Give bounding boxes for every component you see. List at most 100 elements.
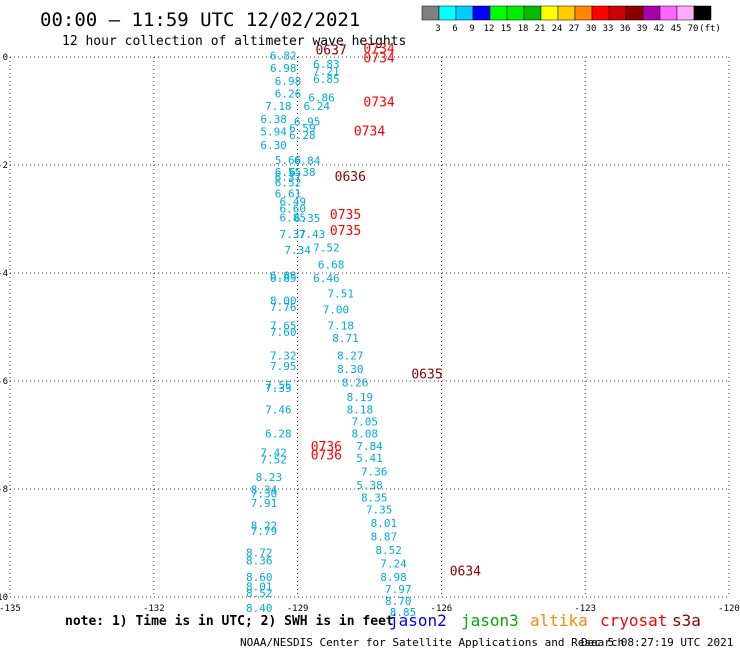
- swh-point: 6.98: [275, 75, 302, 88]
- time-label: 0634: [450, 564, 481, 579]
- swh-point: 6.86: [308, 91, 335, 104]
- colorbar: 3 6 9 12 15 18 21 24 27 30 33 36 39 42 45 70 (ft): [421, 5, 721, 34]
- legend-entry: jason3: [461, 611, 519, 630]
- colorbar-swatch: [506, 5, 525, 21]
- colorbar-label: 36: [620, 24, 631, 34]
- swh-point: 6.35: [294, 212, 321, 225]
- swh-point: 6.84: [294, 154, 321, 167]
- y-tick-label: -2: [0, 161, 8, 171]
- x-tick-label: -132: [143, 604, 165, 614]
- swh-points: 6.82 6.83 6.98 7.21 6.98 6.85 6.26 6.86 7.18 6.24…: [246, 50, 416, 619]
- colorbar-swatch: [557, 5, 576, 21]
- colorbar-swatch: [642, 5, 661, 21]
- swh-point: 6.68: [318, 259, 345, 272]
- swh-point: 5.41: [356, 452, 383, 465]
- swh-point: 6.98: [270, 62, 297, 75]
- colorbar-label: 45: [671, 24, 682, 34]
- time-label: 0736: [311, 448, 342, 463]
- time-labels: 0637 073407340734073406360735073506350736…: [311, 42, 481, 579]
- swh-point: 7.55: [265, 379, 292, 392]
- colorbar-label: 30: [586, 24, 597, 34]
- swh-point: 6.95: [294, 116, 321, 129]
- swh-point: 8.70: [385, 595, 412, 608]
- swh-point: 7.42: [260, 447, 287, 460]
- colorbar-label: 42: [654, 24, 665, 34]
- swh-point: 6.83: [313, 58, 340, 71]
- colorbar-swatch: [523, 5, 542, 21]
- legend-entry: s3a: [672, 611, 701, 630]
- satellite-legend: jason2 jason3 altika cryosat s3a: [389, 611, 701, 630]
- credit-text: NOAA/NESDIS Center for Satellite Applica…: [240, 636, 624, 649]
- swh-point: 8.52: [375, 544, 402, 557]
- swh-point: 8.01: [246, 581, 273, 594]
- x-tick-label: -129: [287, 604, 309, 614]
- swh-point: 8.22: [251, 520, 278, 533]
- swh-point: 7.36: [361, 466, 388, 479]
- x-tick-label: -123: [574, 604, 596, 614]
- swh-point: 8.52: [246, 587, 273, 600]
- swh-point: 7.21: [313, 65, 340, 78]
- swh-point: 7.84: [356, 440, 383, 453]
- swh-point: 6.26: [275, 88, 302, 101]
- swh-point: 7.37: [280, 228, 307, 241]
- colorbar-label: 18: [518, 24, 529, 34]
- colorbar-swatch: [455, 5, 474, 21]
- legend-entry: jason2: [389, 611, 447, 630]
- swh-point: 6.37: [275, 171, 302, 184]
- swh-point: 8.40: [246, 602, 273, 615]
- colorbar-label: 39: [637, 24, 648, 34]
- swh-point: 7.95: [270, 360, 297, 373]
- swh-point: 6.55: [275, 166, 302, 179]
- swh-point: 7.76: [270, 301, 297, 314]
- colorbar-swatch: [693, 5, 712, 21]
- colorbar-label: 70: [688, 24, 699, 34]
- swh-point: 8.30: [337, 363, 364, 376]
- x-tick-label: -120: [718, 604, 740, 614]
- colorbar-label: 9: [469, 24, 474, 34]
- time-label: 0734: [363, 42, 394, 57]
- swh-point: 7.60: [270, 326, 297, 339]
- swh-point: 7.00: [323, 304, 350, 317]
- swh-point: 7.34: [284, 244, 311, 257]
- swh-point: 6.59: [289, 122, 316, 135]
- swh-point: 8.08: [351, 428, 378, 441]
- swh-point: 6.24: [304, 100, 331, 113]
- swh-point: 5.66: [275, 154, 302, 167]
- time-label: 0735: [330, 208, 361, 223]
- swh-point: 7.32: [270, 349, 297, 362]
- swh-point: 6.38: [260, 113, 287, 126]
- swh-point: 8.23: [256, 471, 283, 484]
- swh-point: 6.85: [280, 212, 307, 225]
- swh-point: 8.85: [390, 606, 417, 619]
- colorbar-swatch: [489, 5, 508, 21]
- colorbar-label: 27: [569, 24, 580, 34]
- legend-entry: cryosat: [600, 611, 667, 630]
- chart-title: 00:00 – 11:59 UTC 12/02/2021: [40, 9, 360, 31]
- time-label: 0735: [330, 224, 361, 239]
- timestamp-text: Dec 5 08:27:19 UTC 2021: [581, 636, 733, 649]
- x-tick-label: -126: [431, 604, 453, 614]
- swh-point: 6.49: [280, 196, 307, 209]
- colorbar-label: 6: [452, 24, 457, 34]
- swh-point: 7.35: [265, 382, 292, 395]
- colorbar-label: (ft): [699, 24, 721, 34]
- swh-point: 5.38: [356, 479, 383, 492]
- swh-point: 8.19: [347, 391, 374, 404]
- colorbar-label: 12: [484, 24, 495, 34]
- colorbar-swatch: [472, 5, 491, 21]
- time-label: 0637: [315, 43, 346, 58]
- swh-point: 6.82: [270, 50, 297, 63]
- time-label: 0636: [335, 170, 366, 185]
- colorbar-swatch: [540, 5, 559, 21]
- swh-point: 8.36: [246, 555, 273, 568]
- swh-point: 7.97: [385, 583, 412, 596]
- swh-point: 8.01: [371, 517, 398, 530]
- time-label: 0734: [363, 51, 394, 66]
- swh-point: 6.88: [270, 269, 297, 282]
- colorbar-label: 33: [603, 24, 614, 34]
- y-tick-label: -10: [0, 593, 8, 603]
- swh-point: 7.30: [251, 488, 278, 501]
- swh-point: 7.51: [327, 287, 354, 300]
- swh-point: 6.85: [313, 73, 340, 86]
